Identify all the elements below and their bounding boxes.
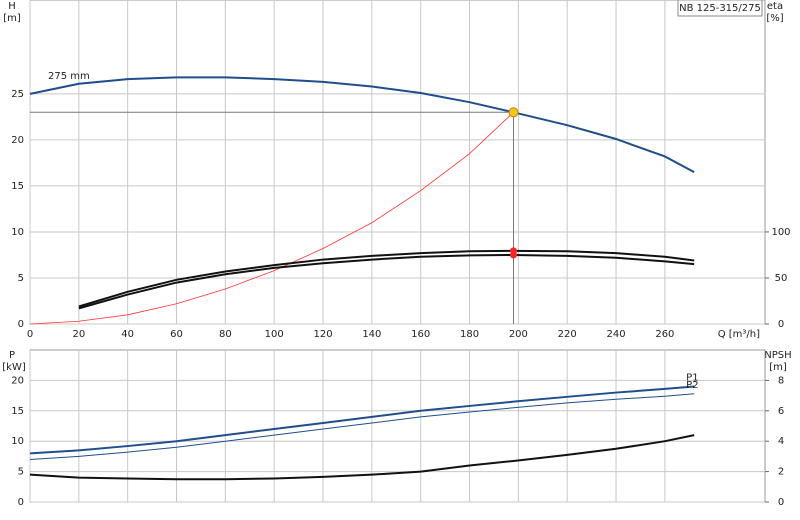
series-label: 275 mm bbox=[48, 71, 90, 82]
x-tick-label: 20 bbox=[72, 329, 85, 340]
curve bbox=[29, 385, 695, 455]
y-tick-label: 0 bbox=[18, 497, 24, 508]
y2-tick-label: 4 bbox=[778, 436, 784, 447]
y-tick-label: 15 bbox=[11, 181, 24, 192]
x-tick-label: 0 bbox=[27, 329, 33, 340]
y-label: P bbox=[9, 350, 15, 361]
title-box bbox=[677, 0, 763, 17]
series-label: P2 bbox=[686, 380, 698, 391]
y-tick-label: 10 bbox=[11, 227, 24, 238]
series-label: P1 bbox=[686, 372, 698, 383]
y-label: H bbox=[8, 1, 16, 12]
y2-tick-label: 8 bbox=[778, 375, 784, 386]
x-tick-label: 140 bbox=[362, 329, 381, 340]
y-tick-label: 5 bbox=[18, 273, 24, 284]
curve bbox=[29, 112, 514, 325]
curve bbox=[78, 249, 695, 308]
y-tick-label: 0 bbox=[18, 319, 24, 330]
y2-tick-label: 6 bbox=[778, 406, 784, 417]
y2-label: NPSH bbox=[764, 350, 791, 361]
y2-tick-label: 100 bbox=[771, 227, 790, 238]
curve bbox=[29, 76, 695, 174]
y-unit: [kW] bbox=[2, 362, 26, 373]
x-tick-label: 160 bbox=[411, 329, 430, 340]
curve bbox=[78, 253, 695, 310]
y2-tick-label: 0 bbox=[778, 497, 784, 508]
y-unit: [m] bbox=[3, 13, 21, 24]
curve bbox=[29, 393, 695, 460]
y2-unit: [%] bbox=[766, 13, 783, 24]
x-tick-label: 220 bbox=[558, 329, 577, 340]
x-tick-label: 180 bbox=[460, 329, 479, 340]
operating-point bbox=[508, 107, 519, 118]
x-tick-label: 100 bbox=[265, 329, 284, 340]
y2-label: eta bbox=[767, 1, 783, 12]
x-tick-label: 260 bbox=[655, 329, 674, 340]
y-tick-label: 15 bbox=[11, 406, 24, 417]
curve bbox=[29, 434, 695, 481]
x-tick-label: 240 bbox=[606, 329, 625, 340]
x-tick-label: 60 bbox=[170, 329, 183, 340]
y-tick-label: 20 bbox=[11, 375, 24, 386]
x-tick-label: 200 bbox=[509, 329, 528, 340]
chart-title: NB 125-315/275 bbox=[679, 3, 761, 14]
y-tick-label: 25 bbox=[11, 89, 24, 100]
y2-tick-label: 0 bbox=[778, 319, 784, 330]
x-label: Q [m³/h] bbox=[718, 329, 760, 340]
y-tick-label: 5 bbox=[18, 467, 24, 478]
x-tick-label: 40 bbox=[121, 329, 134, 340]
y2-tick-label: 50 bbox=[775, 273, 788, 284]
y-tick-label: 20 bbox=[11, 135, 24, 146]
y-tick-label: 10 bbox=[11, 436, 24, 447]
y2-tick-label: 2 bbox=[778, 467, 784, 478]
duty-point bbox=[509, 251, 517, 259]
y2-unit: [m] bbox=[769, 362, 787, 373]
x-tick-label: 120 bbox=[313, 329, 332, 340]
x-tick-label: 80 bbox=[219, 329, 232, 340]
